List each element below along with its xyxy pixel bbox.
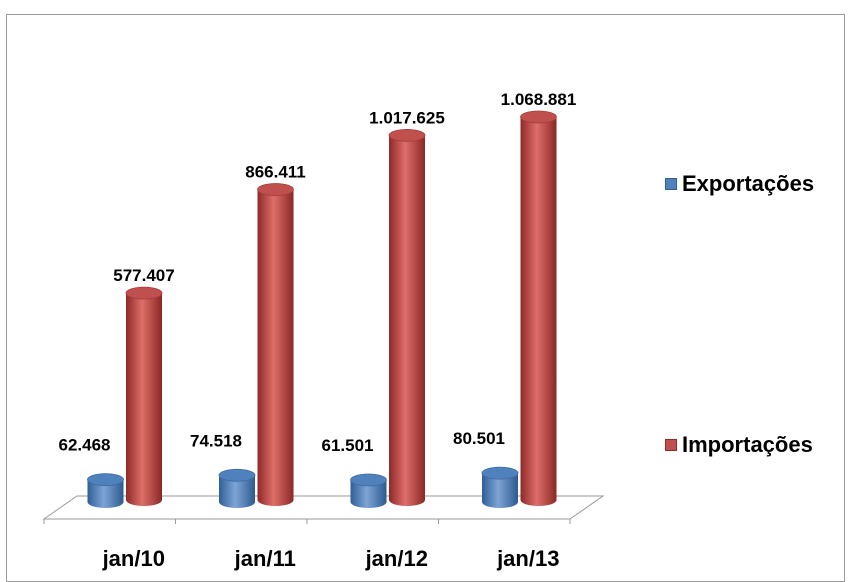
x-tick-label: jan/13 (496, 546, 559, 571)
bar-importacoes-jan-12 (388, 128, 426, 507)
bar-top (388, 128, 426, 142)
bar-body (389, 135, 425, 507)
bar-exportacoes-jan-13 (481, 466, 519, 508)
bar-importacoes-jan-11 (257, 183, 294, 507)
bar-top (350, 473, 387, 487)
data-label: 577.407 (113, 266, 174, 285)
bar-body (520, 117, 557, 506)
bar-top (520, 110, 557, 124)
bar-top (481, 466, 519, 480)
x-tick-label: jan/11 (234, 546, 296, 571)
bar-top (257, 183, 294, 196)
bar-body (87, 479, 124, 509)
bar-top (87, 473, 124, 487)
bar-importacoes-jan-10 (125, 286, 163, 506)
data-label: 80.501 (453, 429, 505, 448)
legend-label-importacoes: Importações (682, 432, 813, 457)
bar-body (257, 189, 294, 507)
bar-top (125, 286, 163, 300)
bar-body (350, 479, 387, 509)
chart-floor (42, 495, 605, 520)
data-label: 866.411 (245, 163, 306, 182)
legend-swatch-exportacoes (665, 178, 677, 190)
legend-item-exportacoes: Exportações (665, 171, 814, 197)
data-label: 1.017.625 (369, 108, 445, 127)
bar-top (218, 468, 256, 482)
data-label: 74.518 (190, 431, 242, 450)
bar-body (219, 475, 255, 508)
legend-item-importacoes: Importações (665, 432, 813, 458)
legend-swatch-importacoes (665, 439, 677, 451)
x-tick-label: jan/12 (365, 546, 428, 571)
x-tick-label: jan/10 (102, 546, 165, 571)
bar-importacoes-jan-13 (520, 110, 557, 506)
legend-label-exportacoes: Exportações (682, 171, 815, 196)
data-label: 1.068.881 (501, 90, 577, 109)
bar-body (126, 293, 162, 506)
data-label: 62.468 (59, 436, 111, 455)
bar-exportacoes-jan-10 (87, 473, 124, 509)
bar-exportacoes-jan-11 (218, 468, 256, 508)
bar-body (482, 473, 518, 508)
data-label: 61.501 (322, 436, 374, 455)
bar-exportacoes-jan-12 (350, 473, 387, 509)
